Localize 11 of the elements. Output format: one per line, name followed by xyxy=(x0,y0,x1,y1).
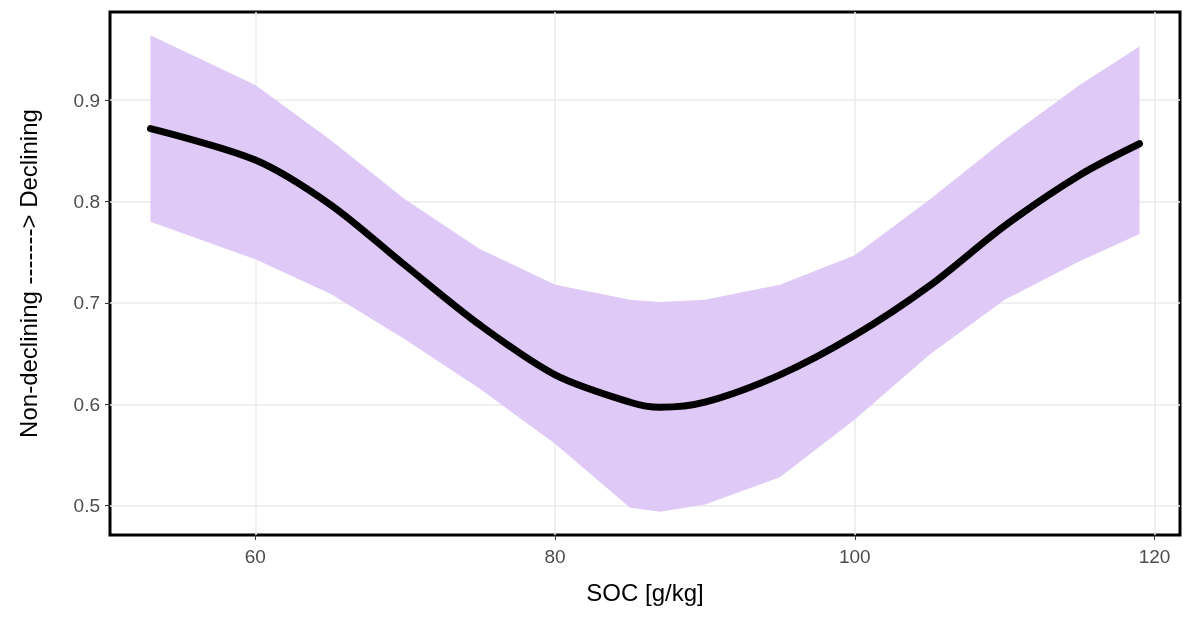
x-axis-title: SOC [g/kg] xyxy=(586,578,704,606)
y-tick-label: 0.9 xyxy=(73,89,100,111)
y-tick-label: 0.7 xyxy=(73,292,100,314)
y-tick-label: 0.6 xyxy=(73,393,100,415)
x-tick-label: 60 xyxy=(244,546,266,567)
x-tick-label: 100 xyxy=(838,546,871,567)
x-tick-label: 120 xyxy=(1138,546,1171,567)
y-axis-title: Non-declining -------> Declining xyxy=(14,109,42,438)
x-tick-label: 80 xyxy=(544,546,566,567)
y-tick-label: 0.8 xyxy=(73,191,100,213)
y-tick-label: 0.5 xyxy=(73,495,100,517)
